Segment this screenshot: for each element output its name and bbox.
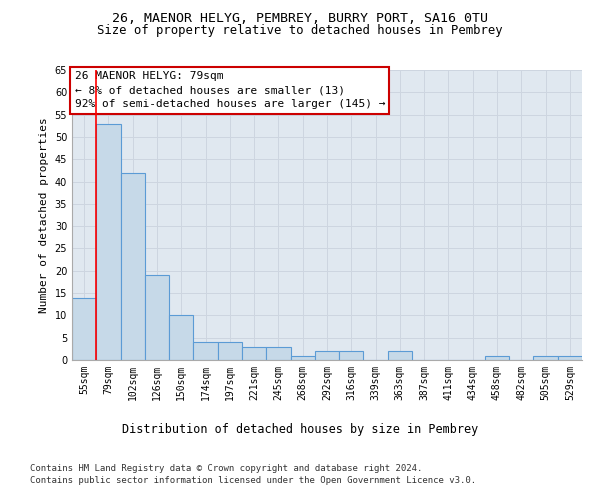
Bar xyxy=(558,356,582,360)
Y-axis label: Number of detached properties: Number of detached properties xyxy=(39,117,49,313)
Text: 26 MAENOR HELYG: 79sqm
← 8% of detached houses are smaller (13)
92% of semi-deta: 26 MAENOR HELYG: 79sqm ← 8% of detached … xyxy=(74,72,385,110)
Bar xyxy=(242,346,266,360)
Bar xyxy=(218,342,242,360)
Text: Contains HM Land Registry data © Crown copyright and database right 2024.: Contains HM Land Registry data © Crown c… xyxy=(30,464,422,473)
Bar xyxy=(145,275,169,360)
Bar xyxy=(533,356,558,360)
Bar xyxy=(290,356,315,360)
Bar xyxy=(121,172,145,360)
Bar xyxy=(339,351,364,360)
Bar xyxy=(388,351,412,360)
Text: Distribution of detached houses by size in Pembrey: Distribution of detached houses by size … xyxy=(122,422,478,436)
Bar xyxy=(266,346,290,360)
Bar xyxy=(96,124,121,360)
Text: Contains public sector information licensed under the Open Government Licence v3: Contains public sector information licen… xyxy=(30,476,476,485)
Bar xyxy=(485,356,509,360)
Text: Size of property relative to detached houses in Pembrey: Size of property relative to detached ho… xyxy=(97,24,503,37)
Text: 26, MAENOR HELYG, PEMBREY, BURRY PORT, SA16 0TU: 26, MAENOR HELYG, PEMBREY, BURRY PORT, S… xyxy=(112,12,488,26)
Bar xyxy=(193,342,218,360)
Bar xyxy=(72,298,96,360)
Bar xyxy=(315,351,339,360)
Bar xyxy=(169,316,193,360)
